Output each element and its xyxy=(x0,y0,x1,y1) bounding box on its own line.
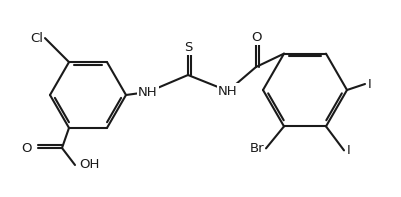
Text: NH: NH xyxy=(218,85,238,98)
Text: S: S xyxy=(184,41,192,54)
Text: Br: Br xyxy=(249,142,264,155)
Text: I: I xyxy=(347,144,351,157)
Text: O: O xyxy=(22,141,32,154)
Text: Cl: Cl xyxy=(30,32,43,45)
Text: O: O xyxy=(251,31,261,44)
Text: OH: OH xyxy=(79,159,99,172)
Text: NH: NH xyxy=(138,85,158,98)
Text: I: I xyxy=(368,77,372,90)
